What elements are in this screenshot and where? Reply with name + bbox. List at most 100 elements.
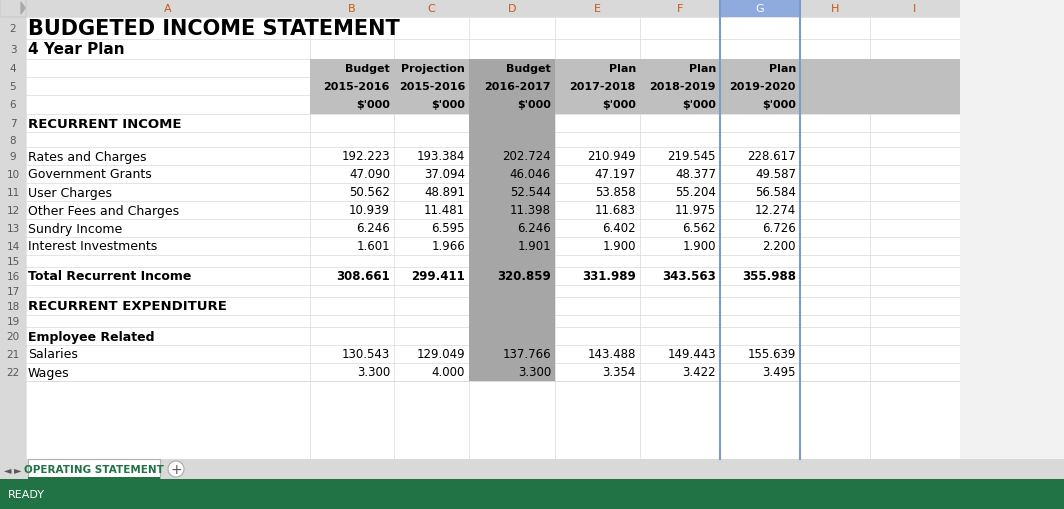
- Text: 6.726: 6.726: [762, 222, 796, 235]
- Text: $'000: $'000: [356, 100, 390, 110]
- Text: 202.724: 202.724: [502, 150, 551, 163]
- Text: READY: READY: [9, 489, 45, 499]
- Bar: [0, 0, 26, 18]
- Text: 52.544: 52.544: [510, 186, 551, 199]
- Text: 192.223: 192.223: [342, 150, 390, 163]
- Text: 6: 6: [10, 100, 16, 110]
- Text: $'000: $'000: [517, 100, 551, 110]
- Text: 6.595: 6.595: [432, 222, 465, 235]
- Text: F: F: [677, 4, 683, 14]
- Text: Sundry Income: Sundry Income: [28, 222, 122, 235]
- Bar: [469, 363, 555, 381]
- Text: 11: 11: [6, 188, 19, 197]
- Text: Plan: Plan: [688, 64, 716, 74]
- Text: OPERATING STATEMENT: OPERATING STATEMENT: [24, 464, 164, 474]
- Bar: [469, 165, 555, 184]
- Bar: [0, 459, 1064, 479]
- Circle shape: [168, 461, 184, 477]
- Text: 1.601: 1.601: [356, 240, 390, 253]
- Text: 299.411: 299.411: [412, 270, 465, 283]
- Bar: [28, 476, 160, 479]
- Text: 219.545: 219.545: [667, 150, 716, 163]
- Text: 2: 2: [10, 24, 16, 34]
- Text: 6.246: 6.246: [517, 222, 551, 235]
- Bar: [469, 133, 555, 148]
- Text: 3.354: 3.354: [602, 366, 636, 379]
- Text: Projection: Projection: [401, 64, 465, 74]
- Text: RECURRENT EXPENDITURE: RECURRENT EXPENDITURE: [28, 300, 227, 313]
- Text: 12: 12: [6, 206, 19, 216]
- Bar: [469, 316, 555, 327]
- Text: BUDGETED INCOME STATEMENT: BUDGETED INCOME STATEMENT: [28, 19, 400, 39]
- Text: 15: 15: [6, 257, 19, 267]
- Text: 50.562: 50.562: [349, 186, 390, 199]
- Text: 19: 19: [6, 317, 19, 326]
- Polygon shape: [21, 3, 24, 15]
- Text: 20: 20: [6, 331, 19, 342]
- Text: 308.661: 308.661: [336, 270, 390, 283]
- Text: 11.398: 11.398: [510, 204, 551, 217]
- Bar: [0, 0, 960, 18]
- Bar: [310, 96, 960, 115]
- Bar: [469, 345, 555, 363]
- Text: ◄: ◄: [4, 464, 12, 474]
- Text: Plan: Plan: [769, 64, 796, 74]
- Text: 320.859: 320.859: [497, 270, 551, 283]
- Text: 355.988: 355.988: [742, 270, 796, 283]
- Text: I: I: [913, 4, 916, 14]
- Text: 13: 13: [6, 223, 19, 234]
- Bar: [469, 256, 555, 267]
- Text: 129.049: 129.049: [416, 348, 465, 361]
- Bar: [469, 96, 555, 115]
- Text: 4.000: 4.000: [432, 366, 465, 379]
- Text: 48.891: 48.891: [423, 186, 465, 199]
- Text: 155.639: 155.639: [748, 348, 796, 361]
- Text: 11.975: 11.975: [675, 204, 716, 217]
- Bar: [469, 148, 555, 165]
- Text: 2015-2016: 2015-2016: [323, 82, 390, 92]
- Bar: [469, 202, 555, 219]
- Bar: [28, 459, 160, 479]
- Text: Other Fees and Charges: Other Fees and Charges: [28, 204, 179, 217]
- Text: 22: 22: [6, 367, 19, 377]
- Bar: [469, 60, 555, 78]
- Text: 3: 3: [10, 45, 16, 55]
- Text: 12.274: 12.274: [754, 204, 796, 217]
- Text: User Charges: User Charges: [28, 186, 112, 199]
- Text: Budget: Budget: [345, 64, 390, 74]
- Text: 37.094: 37.094: [423, 168, 465, 181]
- Text: 193.384: 193.384: [417, 150, 465, 163]
- Text: A: A: [164, 4, 171, 14]
- Text: Wages: Wages: [28, 366, 69, 379]
- Text: 47.090: 47.090: [349, 168, 390, 181]
- Text: $'000: $'000: [602, 100, 636, 110]
- Bar: [469, 184, 555, 202]
- Text: 4 Year Plan: 4 Year Plan: [28, 42, 124, 58]
- Text: 3.300: 3.300: [356, 366, 390, 379]
- Text: 343.563: 343.563: [662, 270, 716, 283]
- Bar: [469, 115, 555, 133]
- Text: 137.766: 137.766: [502, 348, 551, 361]
- Text: 2019-2020: 2019-2020: [730, 82, 796, 92]
- Text: 46.046: 46.046: [510, 168, 551, 181]
- Text: RECURRENT INCOME: RECURRENT INCOME: [28, 117, 182, 130]
- Text: 6.562: 6.562: [682, 222, 716, 235]
- Bar: [469, 297, 555, 316]
- Text: 1.966: 1.966: [431, 240, 465, 253]
- Text: Budget: Budget: [506, 64, 551, 74]
- Text: D: D: [508, 4, 516, 14]
- Bar: [960, 0, 1064, 459]
- Text: 55.204: 55.204: [676, 186, 716, 199]
- Text: B: B: [348, 4, 355, 14]
- Text: +: +: [170, 462, 182, 476]
- Text: 2015-2016: 2015-2016: [399, 82, 465, 92]
- Text: 210.949: 210.949: [587, 150, 636, 163]
- Text: 6.246: 6.246: [356, 222, 390, 235]
- Text: 2016-2017: 2016-2017: [484, 82, 551, 92]
- Text: Government Grants: Government Grants: [28, 168, 152, 181]
- Text: 11.481: 11.481: [423, 204, 465, 217]
- Text: $'000: $'000: [762, 100, 796, 110]
- Bar: [469, 219, 555, 238]
- Text: 49.587: 49.587: [755, 168, 796, 181]
- Text: 14: 14: [6, 242, 19, 251]
